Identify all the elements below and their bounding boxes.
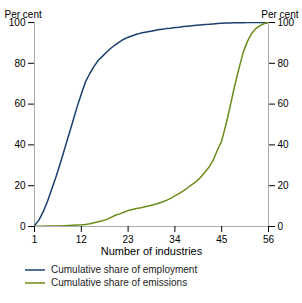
svg-text:80: 80 [278, 58, 290, 69]
svg-text:1: 1 [32, 234, 38, 245]
svg-text:60: 60 [14, 98, 26, 109]
svg-text:56: 56 [263, 234, 275, 245]
svg-text:34: 34 [169, 234, 181, 245]
svg-text:100: 100 [277, 16, 295, 28]
svg-text:12: 12 [76, 234, 88, 245]
svg-text:80: 80 [14, 58, 26, 69]
svg-text:0: 0 [278, 221, 284, 232]
svg-text:60: 60 [278, 98, 290, 109]
svg-text:Per cent: Per cent [261, 9, 298, 20]
svg-text:40: 40 [14, 139, 26, 150]
svg-text:23: 23 [123, 234, 135, 245]
svg-text:Number of industries: Number of industries [101, 245, 203, 257]
svg-text:100: 100 [8, 16, 26, 28]
svg-text:45: 45 [216, 234, 228, 245]
svg-text:Per cent: Per cent [5, 9, 42, 20]
html-text:Cumulative share of emissions: Cumulative share of emissions [51, 277, 188, 288]
svg-text:20: 20 [278, 180, 290, 191]
svg-text:0: 0 [20, 221, 26, 232]
svg-text:20: 20 [14, 180, 26, 191]
html-text:Cumulative share of employment: Cumulative share of employment [51, 264, 198, 275]
svg-text:40: 40 [278, 139, 290, 150]
